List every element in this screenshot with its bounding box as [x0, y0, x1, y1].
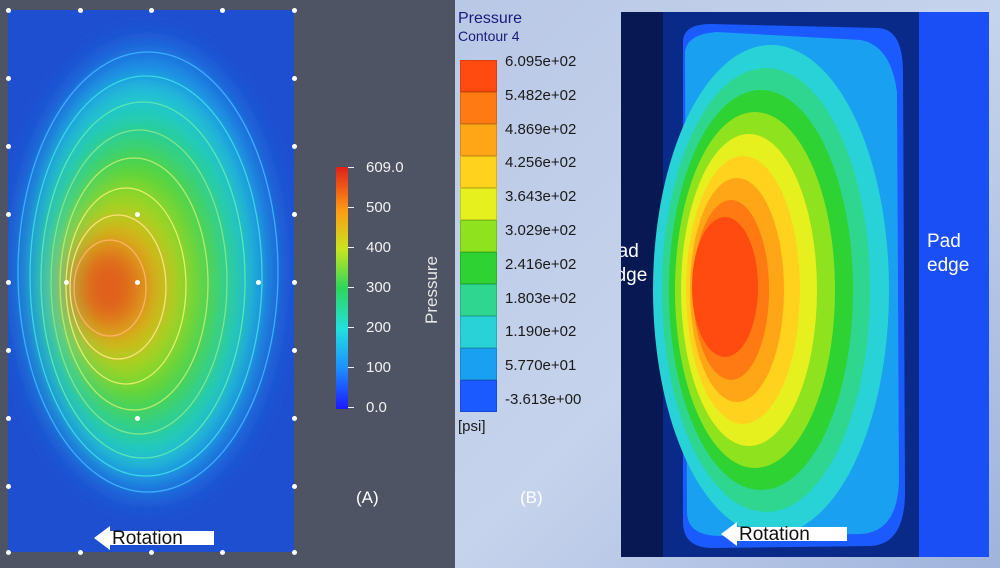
pad-edge-left-label: Pad edge: [621, 240, 647, 288]
mesh-point: [6, 484, 11, 489]
legend-tick-label: 1.190e+02: [505, 323, 577, 341]
mesh-point: [292, 550, 297, 555]
legend-tick-label: 5.770e+01: [505, 357, 577, 375]
mesh-point: [6, 348, 11, 353]
panel-b: Pressure Contour 4 6.095e+02 5.482e+02 4.8…: [455, 0, 1000, 568]
mesh-point: [292, 416, 297, 421]
colorbar-a-tick: 500: [347, 199, 392, 216]
legend-tick-label: 4.256e+02: [505, 154, 577, 172]
legend-tick-label: 6.095e+02: [505, 53, 577, 70]
legend-unit: [psi]: [458, 418, 486, 435]
panel-b-label: (B): [520, 488, 543, 507]
pressure-field-a: [8, 10, 294, 552]
colorbar-a-tick: 100: [347, 359, 392, 376]
mesh-point: [6, 8, 11, 13]
mesh-point: [64, 280, 69, 285]
legend-tick-label: 1.803e+02: [505, 289, 577, 307]
rotation-label-b: Rotation: [739, 524, 810, 545]
rotation-label-a: Rotation: [112, 528, 183, 549]
legend-tick-label: 4.869e+02: [505, 120, 577, 138]
mesh-point: [135, 212, 140, 217]
mesh-point: [6, 280, 11, 285]
arrow-left-icon: [94, 526, 110, 550]
pad-edge-left-line2: edge: [621, 265, 648, 286]
mesh-point: [6, 212, 11, 217]
colorbar-a-title: Pressure: [422, 255, 441, 325]
pad-edge-left-line1: Pad: [621, 241, 639, 262]
legend-swatch: [460, 284, 497, 316]
mesh-point: [149, 550, 154, 555]
arrow-left-icon: [721, 522, 737, 546]
colorbar-a-tick: 400: [347, 239, 392, 256]
rotation-arrow-shaft: [735, 527, 847, 541]
pressure-field-b: [621, 12, 989, 557]
rotation-arrow-shaft: [108, 531, 214, 545]
mesh-point: [135, 416, 140, 421]
rotation-arrow-a: Rotation: [94, 526, 214, 550]
legend-tick-label: 3.029e+02: [505, 222, 577, 239]
pressure-plot-a: Rotation: [8, 10, 294, 552]
legend-swatch: [460, 220, 497, 252]
colorbar-a-tick: 609.0: [348, 159, 404, 176]
legend-swatch: [460, 380, 497, 412]
mesh-point: [292, 484, 297, 489]
legend-swatch: [460, 348, 497, 380]
legend-tick-label: 2.416e+02: [505, 255, 577, 273]
mesh-point: [256, 280, 261, 285]
mesh-point: [220, 8, 225, 13]
mesh-point: [149, 8, 154, 13]
colorbar-a-tick: 200: [347, 319, 392, 336]
mesh-point: [135, 280, 140, 285]
legend-subtitle: Contour 4: [458, 28, 520, 44]
legend-title: Pressure: [458, 10, 523, 27]
legend-tick-label: 5.482e+02: [505, 86, 577, 104]
mesh-point: [6, 144, 11, 149]
pressure-plot-b: Pad edge Pad edge Rotation: [621, 12, 989, 557]
panel-a: Rotation 609.0 500 400 30: [0, 0, 455, 568]
legend-swatch: [460, 188, 497, 220]
mesh-point: [6, 76, 11, 81]
mesh-point: [6, 416, 11, 421]
mesh-point: [292, 76, 297, 81]
mesh-point: [6, 550, 11, 555]
legend-swatch: [460, 60, 497, 92]
contour-legend: [460, 60, 497, 412]
panel-a-label: (A): [356, 488, 379, 507]
rotation-arrow-b: Rotation: [721, 522, 847, 546]
mesh-point: [78, 8, 83, 13]
mesh-point: [292, 280, 297, 285]
mesh-point: [292, 212, 297, 217]
mesh-point: [78, 550, 83, 555]
legend-swatch: [460, 124, 497, 156]
legend-swatch: [460, 252, 497, 284]
colorbar-a: [336, 167, 348, 409]
pad-edge-right-line2: edge: [927, 255, 970, 276]
pad-edge-right-line1: Pad: [927, 231, 961, 252]
colorbar-a-tick: 300: [347, 279, 392, 296]
pad-edge-right-label: Pad edge: [927, 230, 969, 278]
mesh-point: [292, 8, 297, 13]
mesh-point: [292, 348, 297, 353]
colorbar-a-tick: 0.0: [348, 399, 387, 416]
legend-tick-label: 3.643e+02: [505, 188, 577, 206]
legend-swatch: [460, 156, 497, 188]
mesh-point: [292, 144, 297, 149]
mesh-point: [220, 550, 225, 555]
legend-swatch: [460, 316, 497, 348]
legend-swatch: [460, 92, 497, 124]
legend-tick-label: -3.613e+00: [505, 391, 582, 408]
